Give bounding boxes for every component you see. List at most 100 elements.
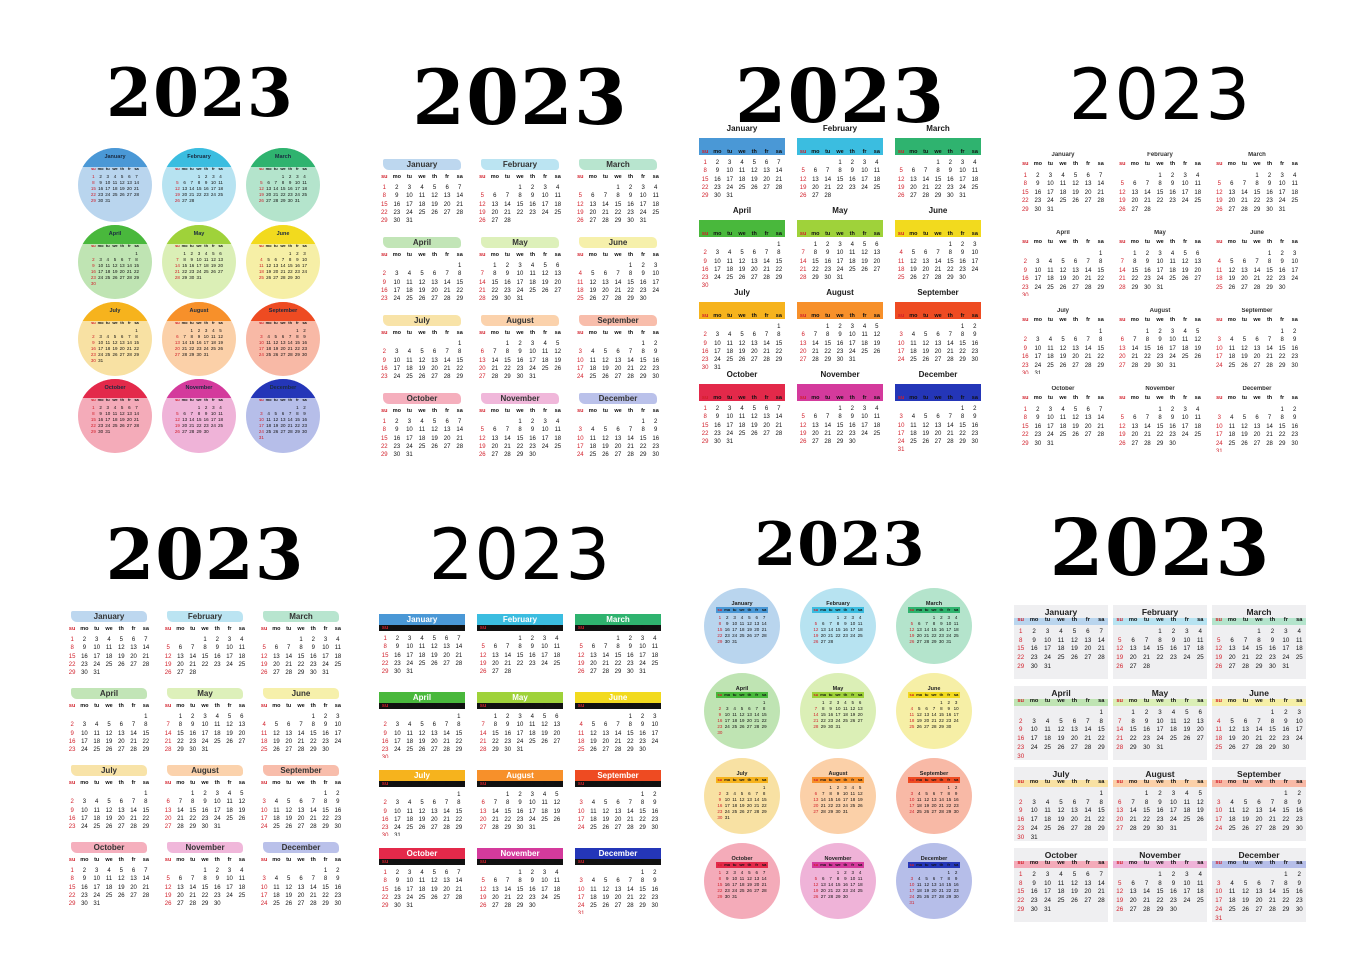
day-cell: 30 [971,439,979,445]
calendar-panel-brush-2: 2023 January su mo tu we th fr sa 1 2 3 4 5 6 7 8 9 10 11 12… [55,520,355,930]
day-cell: 6 [1255,415,1259,421]
day-cell: 21 [164,738,172,745]
day-cell: 23 [189,269,195,275]
day-cell: 29 [1282,906,1290,913]
day-cell: 29 [614,669,622,675]
day-cell: 15 [504,357,511,364]
day-cell: 19 [479,660,487,667]
day-cell: 15 [294,340,300,346]
day-cell: 26 [857,802,863,808]
day-cell: 22 [938,717,944,723]
day-cell: 5 [1059,717,1063,725]
day-cell: 30 [1169,440,1176,447]
day-cell: 9 [1023,345,1027,352]
weekday-header: mo [1130,239,1139,245]
day-cell: 28 [1097,432,1105,438]
day-cell: 1 [323,791,328,798]
day-cell: 26 [1183,735,1191,743]
day-cell: 30 [287,198,293,204]
day-cell: 18 [210,340,216,346]
day-cell: 23 [393,209,401,216]
day-cell: 21 [1241,198,1248,204]
month-november: November su mo tu we th fr sa 1 2 3 4 5 6 7 8 9 10 11 12 13 1… [162,841,248,907]
day-cell: 15 [90,186,96,192]
day-cell: 17 [1181,423,1189,430]
day-cell: 8 [92,180,95,186]
day-cell: 6 [432,271,437,278]
day-cell: 14 [813,711,819,717]
day-cell: 14 [1129,807,1137,815]
month-name: January [731,600,753,607]
day-cell: 5 [107,722,111,729]
day-cell: 7 [144,637,148,644]
month-june: June su mo tu we th fr sa 1 2 3 4 5 6 7 8 9 10 11 12 13 14 15 1… [575,692,661,758]
day-cell: 15 [1097,345,1105,352]
weekday-header: th [529,625,535,631]
day-cell: 31 [1047,206,1054,213]
day-cell: 24 [226,661,233,668]
day-cell: 13 [812,422,819,429]
day-cell: 7 [1145,181,1150,187]
day-cell: 10 [210,411,216,417]
day-cell: 26 [1242,906,1249,913]
day-cell: 10 [714,258,721,265]
weekday-header: mo [265,320,272,326]
day-cell: 20 [491,443,499,450]
day-cell: 24 [714,357,721,363]
day-cell: 6 [603,271,608,278]
day-cell: 22 [934,184,942,191]
day-cell: 8 [383,644,387,651]
day-cell: 12 [174,186,180,192]
day-cell: 24 [93,892,101,899]
day-cell: 26 [479,903,487,909]
day-cell: 16 [835,796,841,802]
day-cell: 12 [746,620,752,626]
weekday-header: th [947,395,953,401]
day-cell: 12 [285,807,293,814]
day-cell: 16 [529,201,536,208]
day-cell: 10 [322,645,329,652]
day-cell: 22 [614,660,622,667]
day-cell: 25 [418,894,426,901]
day-cell: 29 [828,808,834,814]
day-cell: 26 [1072,432,1079,438]
day-cell: 15 [717,881,723,887]
day-cell: 7 [604,644,608,651]
day-cell: 15 [142,730,150,737]
day-cell: 7 [274,180,278,186]
day-cell: 7 [755,790,758,796]
day-cell: 7 [288,334,292,340]
day-cell: 11 [553,878,560,885]
day-cell: 19 [577,660,585,667]
day-cell: 7 [1117,717,1122,725]
day-cell: 27 [1118,362,1126,369]
day-cell: 11 [1296,636,1303,644]
month-name-text: December [598,849,638,858]
day-cell: 5 [748,614,751,620]
day-cell: 25 [238,892,246,899]
day-cell: 4 [740,406,744,413]
day-cell: 28 [924,638,930,644]
day-cell: 15 [201,884,209,891]
day-cell: 21 [626,894,634,901]
weekday-header: su [175,320,180,326]
weekday-header: fr [295,320,299,326]
weekday-header: tu [189,166,194,172]
weekday-header: th [1269,617,1276,623]
weekday-header: fr [862,149,867,155]
weekday-header: mo [176,857,185,863]
day-cell: 11 [1170,717,1177,725]
day-cell: 15 [381,652,389,659]
day-cell: 8 [197,411,201,417]
day-cell: 3 [82,722,87,729]
day-cell: 19 [746,626,752,632]
day-cell: 9 [1170,181,1175,187]
day-cell: 8 [1267,259,1272,265]
weekday-header: sa [553,781,560,787]
day-cell: 21 [1097,189,1105,196]
day-cell: 11 [916,881,922,887]
day-cell: 8 [493,722,498,729]
day-cell: 24 [861,430,868,437]
day-cell: 24 [1278,198,1286,204]
day-cell: 2 [1018,717,1023,725]
